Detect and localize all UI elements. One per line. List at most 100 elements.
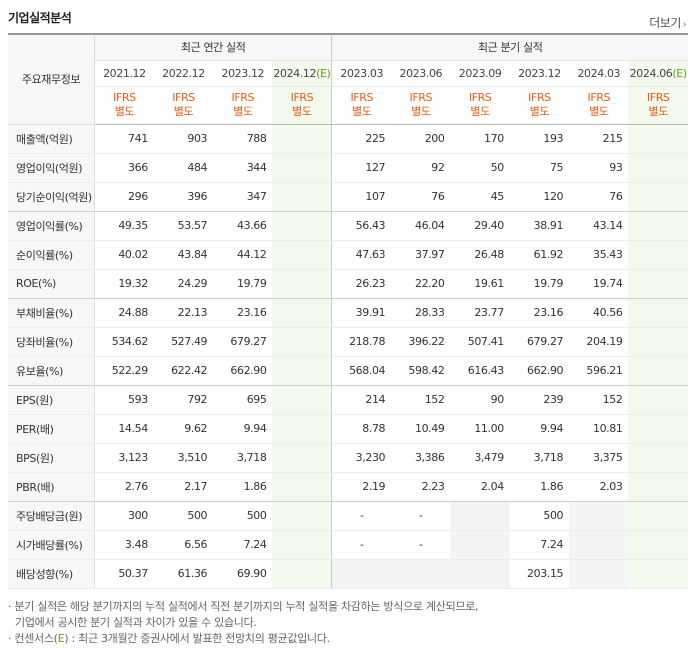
row-label: PBR(배) xyxy=(8,472,95,502)
table-cell: 44.12 xyxy=(213,240,273,270)
table-row: 시가배당률(%) 3.48 6.56 7.24- -7.24 xyxy=(8,530,688,560)
basis-type: 별도 xyxy=(292,105,312,118)
table-cell xyxy=(628,240,688,270)
table-cell xyxy=(628,298,688,328)
note-text-3b: ) : 최근 3개월간 증권사에서 발표한 전망치의 평균값입니다. xyxy=(64,632,330,645)
table-cell xyxy=(628,501,688,531)
table-cell: 788 xyxy=(213,124,273,154)
period-header: 2023.12 xyxy=(213,60,273,87)
row-label: 영업이익률(%) xyxy=(8,211,95,241)
table-row: BPS(원) 3,123 3,510 3,718 3,230 3,386 3,479 3,71… xyxy=(8,443,688,473)
row-label: 당기순이익(억원) xyxy=(8,182,95,212)
table-cell: 76 xyxy=(569,182,629,212)
table-row: 매출액(억원) 741 903 788 225 200 170 193 215 xyxy=(8,124,688,154)
basis-header: IFRS 별도 xyxy=(213,86,273,125)
basis-type: 별도 xyxy=(352,105,372,118)
table-cell xyxy=(331,559,392,589)
row-label: ROE(%) xyxy=(8,269,95,299)
table-cell xyxy=(628,182,688,212)
table-cell: 193 xyxy=(509,124,570,154)
basis-type: 별도 xyxy=(470,105,490,118)
table-row: ROE(%) 19.32 24.29 19.79 26.23 22.20 19.61 19.7… xyxy=(8,269,688,299)
row-label: 순이익률(%) xyxy=(8,240,95,270)
table-cell xyxy=(569,559,629,589)
table-cell xyxy=(272,327,332,357)
table-row: 영업이익(억원) 366 484 344 127 92 50 75 93 xyxy=(8,153,688,183)
basis-type: 별도 xyxy=(173,105,194,118)
basis-header: IFRS 별도 xyxy=(153,86,214,125)
table-cell xyxy=(450,530,510,560)
table-cell: 593 xyxy=(94,385,154,415)
table-cell: 29.40 xyxy=(450,211,510,241)
more-link[interactable]: 더보기 › xyxy=(649,14,686,31)
period-label: 2023.06 xyxy=(399,66,443,80)
table-cell: 40.02 xyxy=(94,240,154,270)
table-cell: 568.04 xyxy=(331,356,392,386)
note-text-1: 분기 실적은 해당 분기까지의 누적 실적에서 직전 분기까지의 누적 실적을 … xyxy=(14,600,479,613)
table-cell: 2.03 xyxy=(569,472,629,502)
period-header: 2021.12 xyxy=(94,60,154,87)
table-cell: 9.62 xyxy=(153,414,214,444)
basis-standard: IFRS xyxy=(290,91,314,104)
table-cell: 366 xyxy=(94,153,154,183)
basis-type: 별도 xyxy=(648,105,669,118)
basis-standard: IFRS xyxy=(113,91,136,104)
table-cell: 8.78 xyxy=(331,414,392,444)
row-label: 매출액(억원) xyxy=(8,124,95,154)
table-cell: 3,718 xyxy=(509,443,570,473)
table-cell: 90 xyxy=(450,385,510,415)
table-cell: 93 xyxy=(569,153,629,183)
table-cell: 7.24 xyxy=(509,530,570,560)
footnotes: · 분기 실적은 해당 분기까지의 누적 실적에서 직전 분기까지의 누적 실적… xyxy=(8,599,479,647)
table-cell: 19.79 xyxy=(509,269,570,299)
table-cell: 596.21 xyxy=(569,356,629,386)
table-cell: - xyxy=(391,530,451,560)
table-cell xyxy=(272,443,332,473)
table-cell: 23.77 xyxy=(450,298,510,328)
period-label: 2023.03 xyxy=(340,66,384,80)
table-cell: 679.27 xyxy=(509,327,570,357)
row-label: EPS(원) xyxy=(8,385,95,415)
table-cell: 2.76 xyxy=(94,472,154,502)
table-cell: 49.35 xyxy=(94,211,154,241)
basis-standard: IFRS xyxy=(409,91,433,104)
table-cell: 3,718 xyxy=(213,443,273,473)
table-cell xyxy=(272,298,332,328)
period-header: 2023.03 xyxy=(331,60,392,87)
table-cell: 500 xyxy=(213,501,273,531)
basis-header: IFRS 별도 xyxy=(391,86,451,125)
table-cell: 662.90 xyxy=(509,356,570,386)
table-cell: 903 xyxy=(153,124,214,154)
table-cell: 19.32 xyxy=(94,269,154,299)
table-cell: 61.92 xyxy=(509,240,570,270)
chevron-right-icon: › xyxy=(682,20,687,30)
row-label: 부채비율(%) xyxy=(8,298,95,328)
table-cell: 2.19 xyxy=(331,472,392,502)
basis-header: IFRS 별도 xyxy=(628,86,688,125)
table-row: PBR(배) 2.76 2.17 1.86 2.19 2.23 2.04 1.86 2.03 xyxy=(8,472,688,502)
table-cell: 225 xyxy=(331,124,392,154)
table-cell xyxy=(272,269,332,299)
table-cell: 38.91 xyxy=(509,211,570,241)
period-header: 2024.06(E) xyxy=(628,60,688,87)
period-header: 2023.06 xyxy=(391,60,451,87)
table-row: 순이익률(%) 40.02 43.84 44.12 47.63 37.97 26.48 61.… xyxy=(8,240,688,270)
annual-group-header: 최근 연간 실적 xyxy=(94,34,332,61)
table-cell: - xyxy=(331,501,392,531)
table-row: 영업이익률(%) 49.35 53.57 43.66 56.43 46.04 29.40 38… xyxy=(8,211,688,241)
row-label: 영업이익(억원) xyxy=(8,153,95,183)
period-label: 2023.12 xyxy=(518,66,561,80)
table-cell xyxy=(569,530,629,560)
table-cell xyxy=(628,153,688,183)
table-cell: 92 xyxy=(391,153,451,183)
period-label: 2023.12 xyxy=(221,66,265,80)
period-header: 2024.12(E) xyxy=(272,60,332,87)
table-cell: 45 xyxy=(450,182,510,212)
table-cell: 7.24 xyxy=(213,530,273,560)
table-cell: 527.49 xyxy=(153,327,214,357)
table-body: 매출액(억원) 741 903 788 225 200 170 193 215 영업이익(억원) 3… xyxy=(8,124,688,589)
table-cell: 3,123 xyxy=(94,443,154,473)
table-cell: 218.78 xyxy=(331,327,392,357)
table-cell xyxy=(272,124,332,154)
table-cell xyxy=(628,385,688,415)
